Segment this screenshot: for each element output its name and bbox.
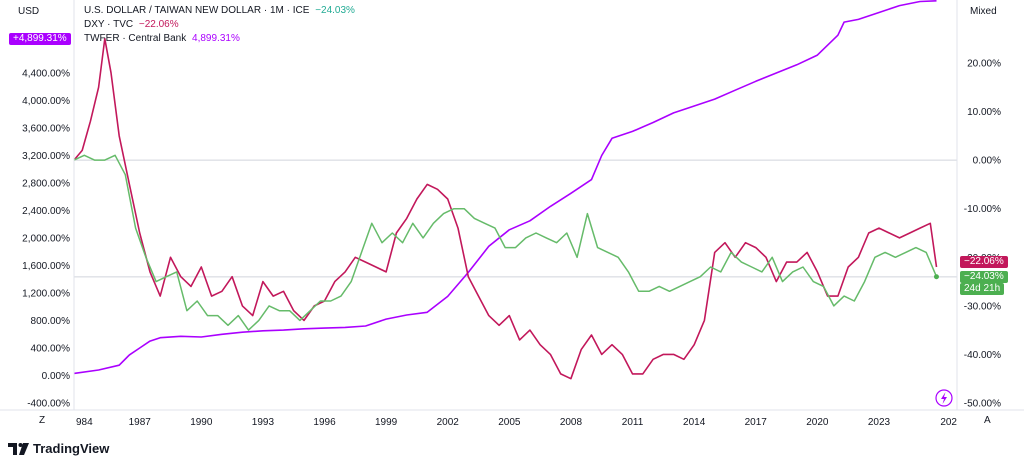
left-axis-tick-label: 2,800.00%	[22, 179, 70, 190]
x-axis-tick-label: 2017	[745, 417, 768, 428]
series-layer	[73, 0, 938, 380]
x-axis-tick-label: 2002	[437, 417, 460, 428]
zoom-toggle[interactable]: Z	[39, 415, 46, 426]
x-axis-tick-label: 2014	[683, 417, 706, 428]
twfer-price-badge: +4,899.31%	[9, 33, 71, 45]
twfer-series-line[interactable]	[73, 0, 937, 375]
tradingview-logo-icon	[8, 442, 29, 455]
left-axis-tick-label: 2,400.00%	[22, 206, 70, 217]
grid-layer	[74, 159, 957, 278]
legend-row-dxy[interactable]: DXY · TVC −22.06%	[84, 19, 179, 31]
x-axis-tick-label: 202	[940, 417, 957, 428]
usdtwd-series-line[interactable]	[73, 154, 938, 331]
x-axis-tick-label: 984	[76, 417, 93, 428]
left-axis-tick-label: 400.00%	[31, 344, 71, 355]
dxy-price-badge: −22.06%	[960, 256, 1008, 268]
usdtwd-price-badge: −24.03%	[960, 271, 1008, 283]
usdtwd-last-value-dot	[933, 274, 939, 280]
tick-layer: 4,400.00% 4,000.00% 3,600.00% 3,200.00% 2,80…	[22, 59, 1001, 429]
legend-twfer-symbol: TWFER · Central Bank	[84, 33, 187, 44]
left-axis-tick-label: 2,000.00%	[22, 234, 70, 245]
x-axis-tick-label: 2023	[868, 417, 891, 428]
scale-mode-label[interactable]: Mixed	[970, 6, 997, 17]
markers-layer	[933, 274, 939, 280]
right-axis-tick-label: -50.00%	[964, 399, 1001, 410]
legend-row-main[interactable]: U.S. DOLLAR / TAIWAN NEW DOLLAR · 1M · I…	[84, 5, 355, 17]
currency-label[interactable]: USD	[18, 6, 40, 17]
legend-main-change: −24.03%	[315, 5, 355, 16]
x-axis-tick-label: 2020	[806, 417, 829, 428]
x-axis-tick-label: 2011	[622, 417, 644, 428]
left-axis-tick-label: -400.00%	[27, 399, 70, 410]
tradingview-logo-text: TradingView	[33, 441, 110, 456]
x-axis-tick-label: 2005	[498, 417, 521, 428]
legend-dxy-change: −22.06%	[138, 19, 179, 30]
left-axis-tick-label: 4,400.00%	[22, 69, 70, 80]
left-axis-tick-label: 4,000.00%	[22, 96, 70, 107]
legend-main-symbol: U.S. DOLLAR / TAIWAN NEW DOLLAR · 1M · I…	[84, 5, 310, 16]
x-axis-tick-label: 1987	[129, 417, 152, 428]
x-axis-tick-label: 1990	[190, 417, 213, 428]
x-axis-tick-label: 1993	[252, 417, 275, 428]
tradingview-logo[interactable]: TradingView	[8, 441, 109, 456]
legend-dxy-symbol: DXY · TVC	[84, 19, 134, 30]
right-axis-tick-label: 0.00%	[973, 156, 1001, 167]
auto-scale-toggle[interactable]: A	[984, 415, 991, 426]
right-axis-tick-label: 20.00%	[967, 59, 1001, 70]
right-axis-tick-label: -10.00%	[964, 204, 1001, 215]
x-axis-tick-label: 1999	[375, 417, 398, 428]
legend-row-twfer[interactable]: TWFER · Central Bank 4,899.31%	[84, 33, 240, 45]
left-axis-tick-label: 800.00%	[31, 316, 71, 327]
right-axis-tick-label: 10.00%	[967, 107, 1001, 118]
right-axis-tick-label: -40.00%	[964, 350, 1001, 361]
left-axis-tick-label: 3,600.00%	[22, 124, 70, 135]
legend-twfer-change: 4,899.31%	[192, 33, 240, 44]
right-axis-tick-label: -30.00%	[964, 301, 1001, 312]
x-axis-tick-label: 2008	[560, 417, 583, 428]
lightning-icon[interactable]	[935, 389, 953, 407]
left-axis-tick-label: 3,200.00%	[22, 151, 70, 162]
x-axis-tick-label: 1996	[313, 417, 336, 428]
left-axis-tick-label: 1,200.00%	[22, 289, 70, 300]
bar-countdown-badge: 24d 21h	[960, 283, 1005, 295]
dxy-series-line[interactable]	[73, 37, 938, 380]
left-axis-tick-label: 0.00%	[42, 371, 70, 382]
left-axis-tick-label: 1,600.00%	[22, 261, 70, 272]
